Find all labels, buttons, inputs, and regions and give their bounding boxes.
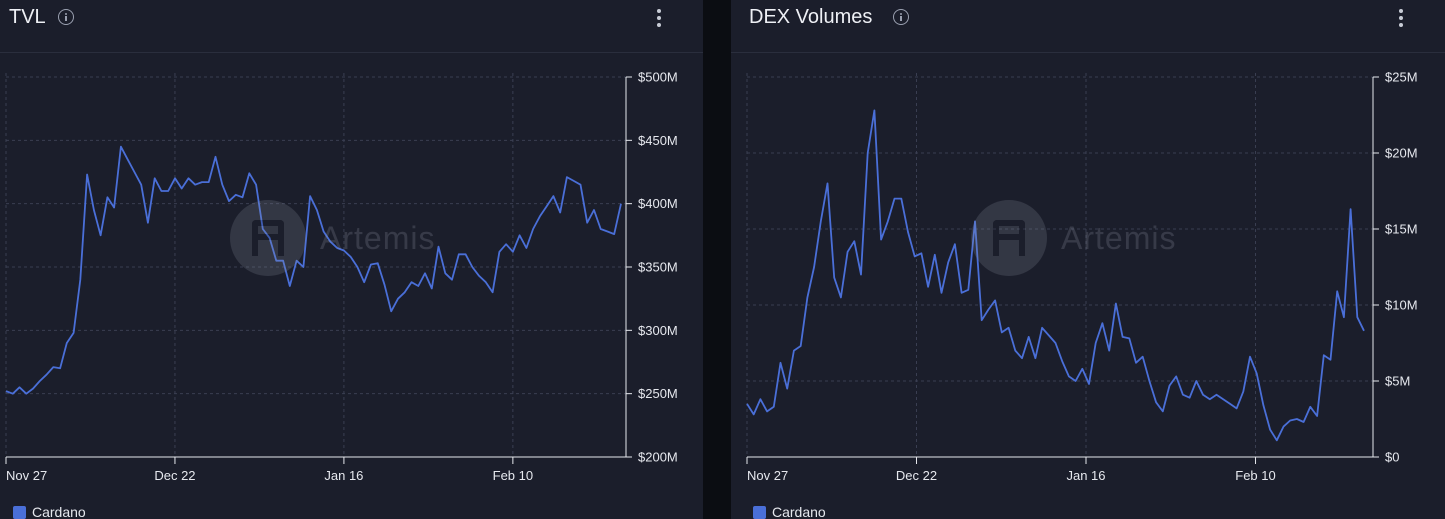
y-tick-label: $450M: [638, 133, 678, 148]
x-tick-label: Feb 10: [1235, 468, 1275, 483]
series-line-cardano: [5, 145, 622, 395]
x-tick-label: Jan 16: [1066, 468, 1105, 483]
artemis-watermark: Artemis: [230, 200, 435, 276]
x-tick-label: Dec 22: [154, 468, 195, 483]
y-tick-label: $10M: [1385, 298, 1418, 313]
info-icon[interactable]: [58, 9, 74, 25]
y-tick-label: $400M: [638, 196, 678, 211]
dex-header: DEX Volumes: [731, 0, 1445, 53]
watermark-text: Artemis: [1061, 219, 1177, 256]
y-tick-label: $25M: [1385, 70, 1418, 85]
series-line-cardano: [746, 109, 1365, 442]
legend-swatch: [753, 505, 766, 519]
artemis-logo-icon: [971, 200, 1047, 276]
tvl-header: TVL: [0, 0, 703, 53]
y-tick-label: $5M: [1385, 374, 1410, 389]
y-tick-label: $250M: [638, 386, 678, 401]
y-tick-label: $300M: [638, 323, 678, 338]
legend-label: Cardano: [772, 504, 826, 519]
info-icon[interactable]: [893, 9, 909, 25]
artemis-watermark: Artemis: [971, 200, 1176, 276]
x-tick-label: Nov 27: [747, 468, 788, 483]
x-tick-label: Feb 10: [493, 468, 533, 483]
y-tick-label: $15M: [1385, 222, 1418, 237]
tvl-chart[interactable]: $200M $250M $300M $350M $400M $450M $500M Nov 2…: [0, 52, 703, 492]
y-tick-label: $350M: [638, 260, 678, 275]
tvl-title: TVL: [9, 6, 46, 28]
more-options-icon[interactable]: [654, 9, 664, 29]
tvl-legend[interactable]: Cardano: [13, 504, 86, 519]
y-tick-label: $0: [1385, 450, 1399, 465]
y-tick-label: $200M: [638, 450, 678, 465]
x-tick-label: Jan 16: [324, 468, 363, 483]
tvl-panel: TVL $200M $250M $300M $350M $400M $450M $500M N…: [0, 0, 703, 519]
dex-volumes-panel: DEX Volumes $0 $5M $10M $15M $20M $25M Nov 27 D…: [731, 0, 1445, 519]
legend-swatch: [13, 505, 26, 519]
legend-label: Cardano: [32, 504, 86, 519]
dex-legend[interactable]: Cardano: [753, 504, 826, 519]
dex-title: DEX Volumes: [749, 6, 873, 28]
watermark-text: Artemis: [320, 219, 436, 256]
y-tick-label: $500M: [638, 70, 678, 85]
more-options-icon[interactable]: [1396, 9, 1406, 29]
y-tick-label: $20M: [1385, 146, 1418, 161]
artemis-logo-icon: [230, 200, 306, 276]
x-tick-label: Nov 27: [6, 468, 47, 483]
dex-chart[interactable]: $0 $5M $10M $15M $20M $25M Nov 27 Dec 22 Jan 16 F…: [731, 52, 1445, 492]
x-tick-label: Dec 22: [896, 468, 937, 483]
